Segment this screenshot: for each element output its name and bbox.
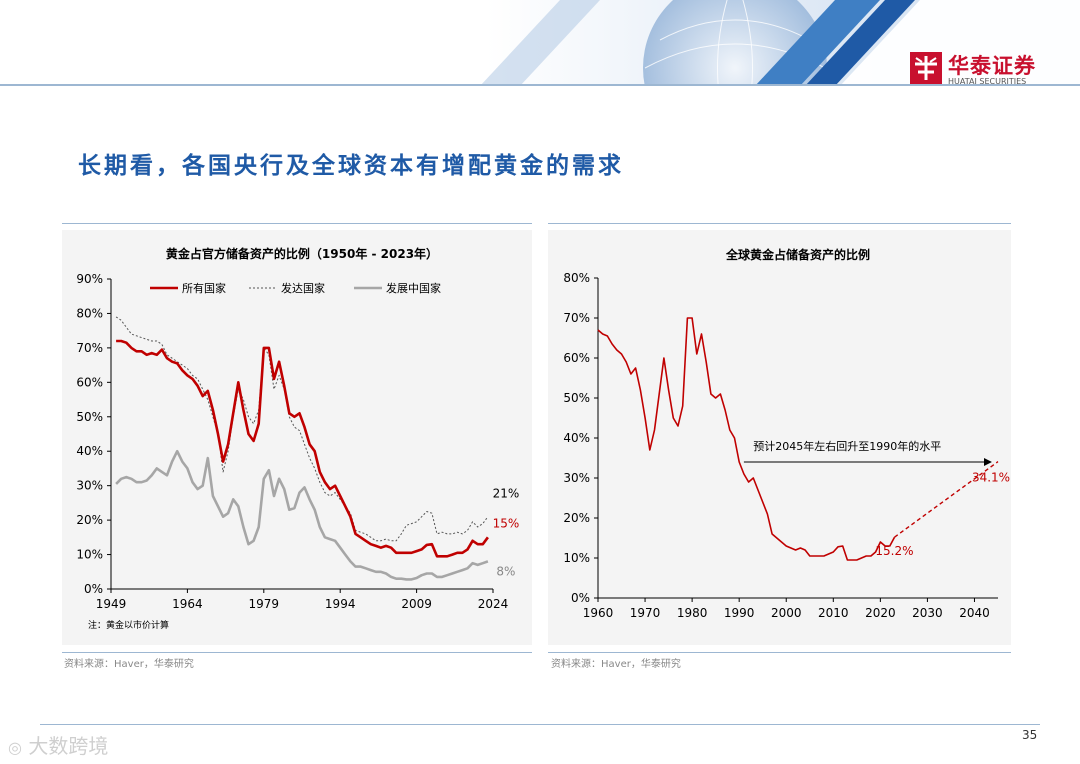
right-panel-bottom-rule bbox=[548, 652, 1011, 653]
watermark-text: 大数跨境 bbox=[28, 734, 109, 758]
y-tick-label: 50% bbox=[76, 410, 103, 424]
watermark: ◎ 大数跨境 bbox=[8, 730, 108, 759]
x-tick-label: 1964 bbox=[172, 597, 203, 611]
y-tick-label: 20% bbox=[76, 513, 103, 527]
y-tick-label: 30% bbox=[563, 471, 590, 485]
left-panel-top-rule bbox=[62, 223, 532, 224]
y-tick-label: 70% bbox=[76, 341, 103, 355]
legend-label: 发达国家 bbox=[281, 281, 325, 295]
y-tick-label: 30% bbox=[76, 479, 103, 493]
series-end-label: 21% bbox=[493, 487, 520, 501]
annotation-text: 预计2045年左右回升至1990年的水平 bbox=[753, 439, 941, 453]
y-tick-label: 80% bbox=[563, 271, 590, 285]
top-banner: 华泰证券 HUATAI SECURITIES bbox=[0, 0, 1080, 86]
right-source-note: 资料来源：Haver，华泰研究 bbox=[551, 659, 681, 670]
y-tick-label: 40% bbox=[563, 431, 590, 445]
x-tick-label: 2024 bbox=[478, 597, 509, 611]
y-tick-label: 60% bbox=[76, 375, 103, 389]
huatai-logo-icon bbox=[910, 52, 942, 84]
x-tick-label: 2010 bbox=[818, 606, 849, 620]
x-tick-label: 1990 bbox=[724, 606, 755, 620]
series-end-label: 8% bbox=[496, 564, 515, 578]
right-panel-top-rule bbox=[548, 223, 1011, 224]
page-title: 长期看，各国央行及全球资本有增配黄金的需求 bbox=[78, 153, 624, 179]
banner-graphic bbox=[0, 0, 1080, 86]
y-tick-label: 90% bbox=[76, 272, 103, 286]
left-panel bbox=[62, 230, 532, 645]
x-tick-label: 2000 bbox=[771, 606, 802, 620]
company-logo: 华泰证券 HUATAI SECURITIES bbox=[910, 50, 1060, 86]
gold-share-official-reserves-chart: 黄金占官方储备资产的比例（1950年 - 2023年） 0% 10% 20% 30% 40… bbox=[76, 246, 520, 631]
y-tick-label: 0% bbox=[571, 591, 590, 605]
y-tick-label: 40% bbox=[76, 444, 103, 458]
legend-label: 发展中国家 bbox=[386, 281, 441, 295]
y-tick-label: 60% bbox=[563, 351, 590, 365]
series-line-2 bbox=[115, 449, 489, 581]
y-tick-label: 50% bbox=[563, 391, 590, 405]
x-tick-label: 2009 bbox=[401, 597, 432, 611]
series-end-label: 15.2% bbox=[875, 544, 913, 558]
x-tick-label: 2040 bbox=[959, 606, 990, 620]
series-line-1 bbox=[894, 461, 999, 538]
x-tick-label: 1960 bbox=[583, 606, 614, 620]
y-tick-label: 10% bbox=[76, 548, 103, 562]
left-panel-bottom-rule bbox=[62, 652, 532, 653]
left-source-note: 资料来源：Haver，华泰研究 bbox=[64, 659, 194, 670]
chart-note: 注：黄金以市价计算 bbox=[88, 619, 169, 631]
y-tick-label: 20% bbox=[563, 511, 590, 525]
y-tick-label: 70% bbox=[563, 311, 590, 325]
x-tick-label: 1994 bbox=[325, 597, 356, 611]
chart-title: 黄金占官方储备资产的比例（1950年 - 2023年） bbox=[166, 246, 438, 261]
x-tick-label: 1949 bbox=[96, 597, 127, 611]
x-tick-label: 2030 bbox=[912, 606, 943, 620]
x-tick-label: 1979 bbox=[249, 597, 280, 611]
x-tick-label: 1970 bbox=[630, 606, 661, 620]
series-line-0 bbox=[597, 317, 896, 561]
global-gold-share-reserves-chart: 全球黄金占储备资产的比例 0% 10% 20% 30% 40% 50% 60% 70% 80% 19… bbox=[563, 247, 1010, 620]
series-end-label: 34.1% bbox=[972, 471, 1010, 485]
logo-text-cn: 华泰证券 bbox=[948, 54, 1036, 78]
series-line-1 bbox=[115, 316, 489, 542]
x-tick-label: 1980 bbox=[677, 606, 708, 620]
chart-title: 全球黄金占储备资产的比例 bbox=[725, 247, 870, 262]
footer-divider bbox=[40, 724, 1040, 725]
y-tick-label: 0% bbox=[84, 582, 103, 596]
y-tick-label: 10% bbox=[563, 551, 590, 565]
header-divider bbox=[0, 84, 1080, 86]
series-line-0 bbox=[116, 339, 489, 558]
right-panel bbox=[548, 230, 1011, 645]
watermark-logo-icon: ◎ bbox=[8, 738, 22, 757]
x-tick-label: 2020 bbox=[865, 606, 896, 620]
logo-text-en: HUATAI SECURITIES bbox=[948, 77, 1027, 86]
y-tick-label: 80% bbox=[76, 306, 103, 320]
series-end-label: 15% bbox=[493, 516, 520, 530]
page-number: 35 bbox=[1022, 728, 1038, 742]
legend-label: 所有国家 bbox=[182, 281, 226, 295]
